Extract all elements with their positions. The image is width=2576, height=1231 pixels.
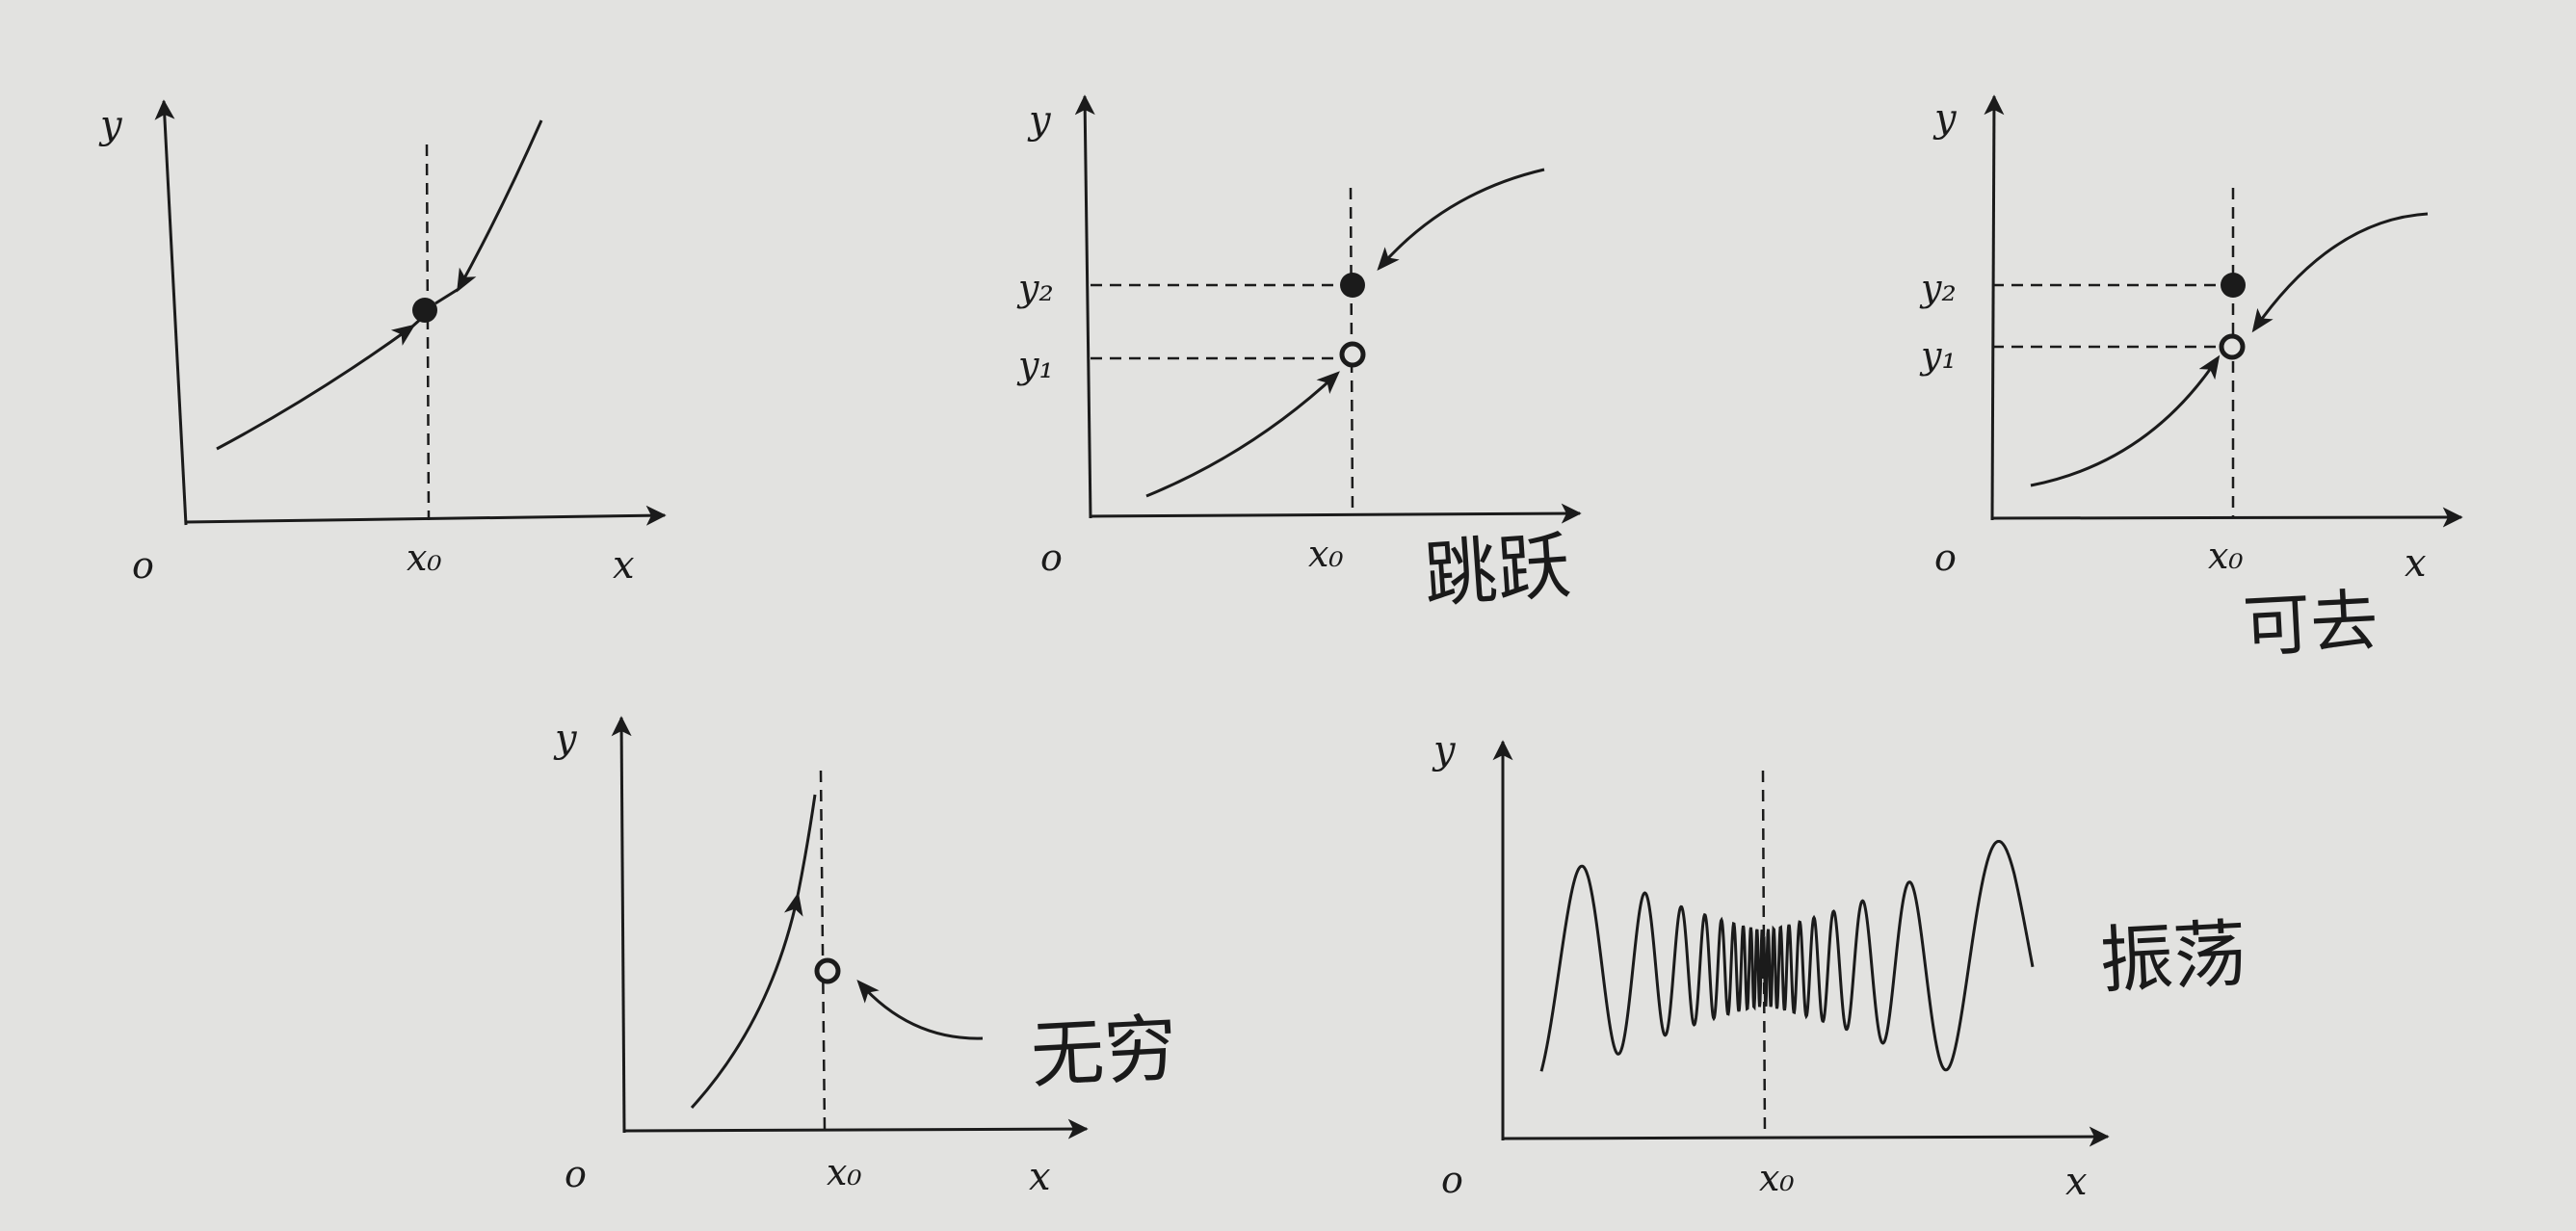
y-axis: [1984, 94, 2005, 521]
x0-label: x₀: [1308, 533, 1344, 575]
panel-removable: [1984, 94, 2463, 528]
x-axis-label: x: [2065, 1160, 2088, 1204]
y-axis-label: y: [1932, 96, 1958, 141]
y1-label: y₁: [1919, 334, 1957, 377]
handwritten-note-removable: 可去: [2241, 581, 2379, 667]
x-axis-label: x: [2405, 541, 2427, 586]
y1-label: y₁: [1016, 344, 1054, 386]
y-axis-label: y: [1432, 728, 1457, 773]
right-branch-curve: [457, 119, 543, 293]
x0-label: x₀: [2208, 535, 2244, 577]
left-branch-curve: [2030, 354, 2221, 487]
y-axis-label: y: [98, 103, 123, 147]
left-branch-curve: [690, 892, 803, 1110]
right-branch-curve: [1377, 168, 1545, 272]
left-branch-curve: [216, 324, 416, 451]
right-branch-curve: [2251, 212, 2429, 333]
x-axis: [1090, 503, 1582, 524]
filled-point: [412, 298, 437, 323]
panel-infinite: [611, 716, 1089, 1139]
handwritten-note-oscillating: 振荡: [2098, 910, 2248, 1004]
panel-oscillating: [1492, 740, 2110, 1147]
open-point-y1: [2219, 333, 2246, 360]
y-axis: [154, 99, 188, 526]
open-point: [814, 957, 841, 984]
y-axis-label: y: [553, 717, 578, 761]
y-axis: [1074, 94, 1095, 519]
origin-label: o: [1441, 1159, 1463, 1201]
panel-continuous: [154, 99, 667, 526]
left-branch-curve-upper: [796, 794, 817, 897]
x0-dashed-guide: [425, 144, 431, 521]
filled-point-y2: [2221, 273, 2246, 298]
x-axis: [623, 1118, 1089, 1139]
handwritten-note-jump: 跳跃: [1421, 522, 1573, 617]
open-point-y1: [1339, 341, 1366, 368]
x0-dashed-guide: [819, 770, 827, 1130]
x0-label: x₀: [1759, 1157, 1795, 1199]
x0-label: x₀: [827, 1151, 862, 1193]
x-axis: [185, 505, 667, 526]
origin-label: o: [565, 1153, 587, 1195]
origin-label: o: [132, 544, 154, 587]
x-axis: [1991, 507, 2463, 528]
panel-jump: [1074, 94, 1582, 524]
x0-label: x₀: [407, 537, 442, 579]
y2-label: y₂: [1919, 267, 1957, 309]
right-branch-curve: [856, 980, 984, 1040]
origin-label: o: [1040, 537, 1063, 579]
origin-label: o: [1934, 537, 1957, 579]
y-axis: [611, 716, 632, 1134]
x-axis-label: x: [613, 543, 635, 588]
oscillating-curve: [1539, 840, 2035, 1072]
right-branch-curve-tail: [434, 287, 460, 305]
x-axis: [1502, 1126, 2110, 1147]
y2-label: y₂: [1016, 267, 1054, 309]
left-branch-curve: [1145, 371, 1340, 498]
filled-point-y2: [1340, 273, 1365, 298]
x-axis-label: x: [1029, 1155, 1051, 1199]
handwritten-note-infinite: 无穷: [1029, 1005, 1179, 1098]
y-axis-label: y: [1027, 98, 1052, 143]
